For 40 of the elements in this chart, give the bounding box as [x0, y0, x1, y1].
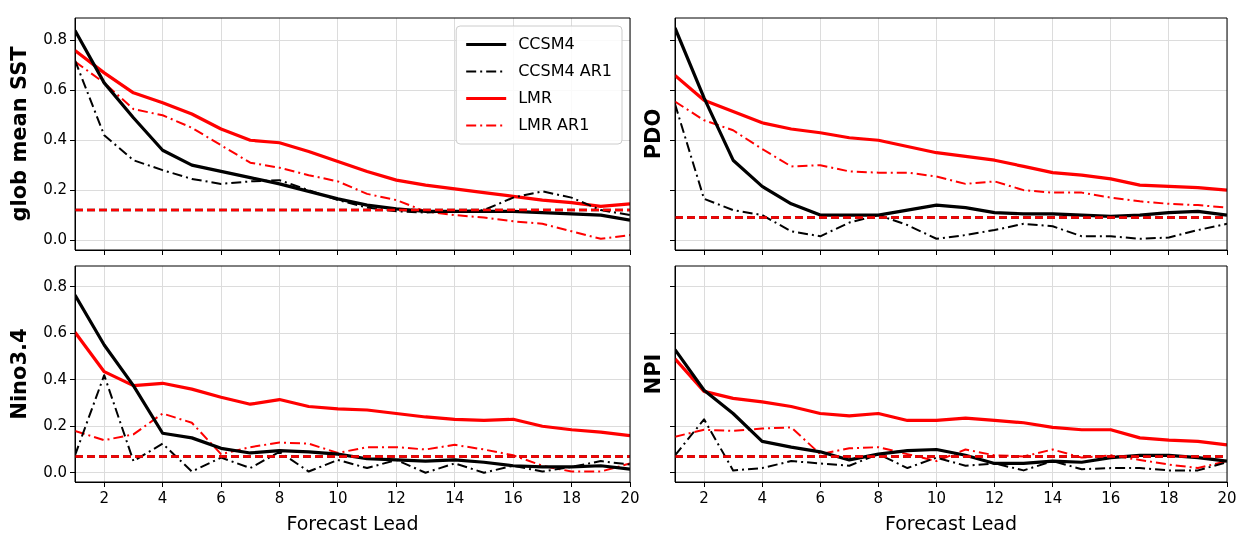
x-tick-label: 12	[386, 488, 406, 507]
x-tick-label: 14	[445, 488, 465, 507]
x-tick-label: 20	[1217, 488, 1237, 507]
x-tick-label: 6	[815, 488, 826, 507]
x-axis-title: Forecast Lead	[884, 511, 1018, 534]
x-axis-title: Forecast Lead	[286, 511, 419, 534]
x-tick-label: 2	[99, 488, 109, 507]
y-axis-title: NPI	[641, 353, 666, 395]
x-tick-label: 16	[1101, 488, 1121, 507]
y-tick-label: 0.4	[43, 130, 67, 149]
x-tick-label: 14	[1043, 488, 1063, 507]
x-tick-label: 10	[926, 488, 947, 507]
x-tick-label: 6	[216, 488, 226, 507]
y-tick-label: 0.8	[43, 30, 67, 49]
y-tick-label: 0.2	[43, 416, 67, 435]
legend-label: CCSM4	[518, 33, 575, 53]
x-tick-label: 8	[873, 488, 884, 507]
legend-label: LMR	[518, 87, 553, 107]
x-tick-label: 2	[699, 488, 709, 507]
x-tick-label: 20	[620, 488, 640, 507]
y-tick-label: 0.4	[43, 369, 67, 388]
legend-label: CCSM4 AR1	[518, 60, 612, 80]
y-tick-label: 0.0	[43, 229, 67, 248]
y-axis-title: PDO	[641, 108, 666, 160]
y-axis-title: glob mean SST	[7, 45, 32, 222]
x-tick-label: 18	[1159, 488, 1179, 507]
y-tick-label: 0.6	[43, 80, 67, 99]
x-tick-label: 12	[985, 488, 1005, 507]
x-tick-label: 16	[503, 488, 523, 507]
y-axis-title: Nino3.4	[7, 328, 32, 420]
x-tick-label: 4	[757, 488, 767, 507]
y-tick-label: 0.6	[43, 323, 67, 342]
y-tick-label: 0.2	[43, 180, 67, 199]
x-tick-label: 10	[328, 488, 348, 507]
x-tick-label: 18	[562, 488, 582, 507]
y-tick-label: 0.0	[43, 462, 67, 481]
legend-label: LMR AR1	[518, 114, 590, 134]
x-tick-label: 8	[274, 488, 285, 507]
x-tick-label: 4	[157, 488, 168, 507]
y-tick-label: 0.8	[43, 276, 67, 295]
